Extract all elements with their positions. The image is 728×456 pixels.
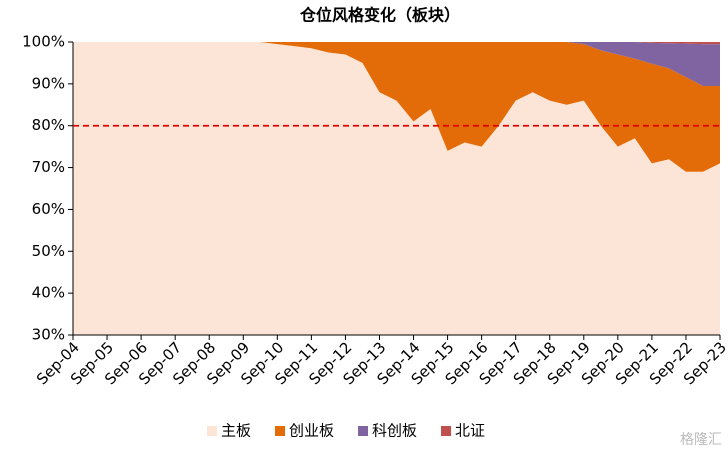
y-tick-label: 100%: [22, 33, 65, 51]
y-tick-label: 70%: [32, 158, 65, 176]
legend-swatch: [358, 426, 369, 436]
y-tick-label: 60%: [32, 200, 65, 218]
y-tick-label: 80%: [32, 116, 65, 134]
area: [73, 42, 720, 335]
y-tick-label: 30%: [32, 326, 65, 344]
legend-label: 创业板: [289, 422, 334, 440]
area: [73, 42, 720, 172]
y-tick-label: 50%: [32, 242, 65, 260]
legend-label: 北证: [455, 422, 485, 440]
y-tick-label: 40%: [32, 284, 65, 302]
chart-title: 仓位风格变化（板块）: [299, 6, 460, 25]
legend-swatch: [275, 426, 286, 436]
legend-label: 科创板: [372, 422, 417, 440]
watermark: 格隆汇: [680, 432, 722, 448]
y-tick-label: 90%: [32, 74, 65, 92]
area: [73, 42, 720, 86]
legend-swatch: [441, 426, 452, 436]
legend-label: 主板: [221, 422, 251, 440]
legend-swatch: [207, 426, 217, 436]
area: [73, 42, 720, 45]
